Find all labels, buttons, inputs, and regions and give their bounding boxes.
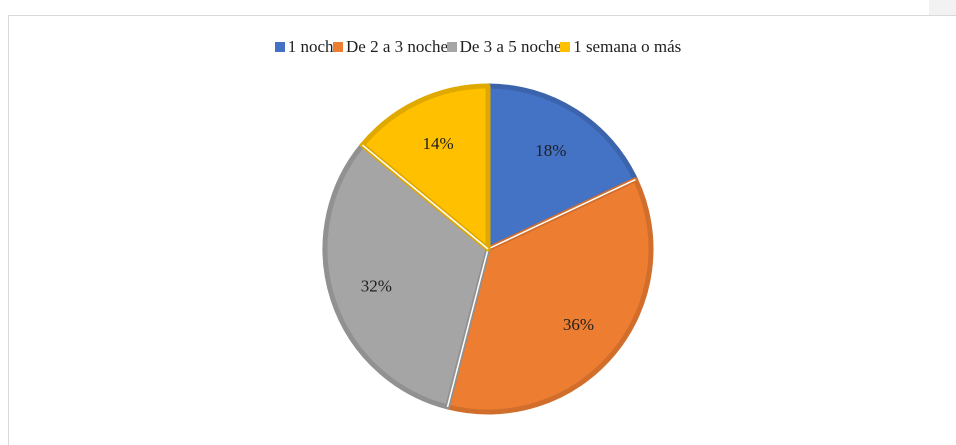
pie-separator-de-2-a-3-noches: [487, 178, 636, 250]
legend-item-1-semana-o-mas: 1 semana o más: [560, 37, 681, 57]
legend-item-de-2-a-3-noches: De 2 a 3 noches: [333, 37, 455, 57]
pie-separator-de-3-a-5-noches: [446, 248, 489, 408]
legend-item-de-3-a-5-noches: De 3 a 5 noches: [446, 37, 569, 57]
legend-item-1-noche: 1 noche: [274, 37, 342, 57]
pie-label-de-2-a-3-noches: 36%: [563, 315, 594, 334]
pie-label-1-semana-o-mas: 14%: [422, 134, 453, 153]
pie-slice-1-semana-o-mas: [359, 83, 491, 252]
legend-swatch-1-noche: [274, 42, 285, 52]
legend-swatch-1-semana-o-mas: [560, 42, 571, 52]
pie-slice-1-noche: [485, 83, 638, 252]
legend-label-1-noche: 1 noche: [287, 37, 342, 56]
legend-label-1-semana-o-mas: 1 semana o más: [573, 37, 682, 56]
pie-slice-de-3-a-5-noches: [322, 142, 491, 410]
corner-tab: [929, 0, 956, 15]
legend-swatch-de-3-a-5-noches: [446, 42, 457, 52]
legend-swatch-de-2-a-3-noches: [333, 42, 344, 52]
pie-chart: 18% 36% 32% 14%: [322, 83, 654, 415]
legend-label-de-2-a-3-noches: De 2 a 3 noches: [346, 37, 455, 56]
pie-label-1-noche: 18%: [535, 141, 566, 160]
pie-label-de-3-a-5-noches: 32%: [361, 276, 392, 295]
chart-legend: 1 noche De 2 a 3 noches De 3 a 5 noches …: [0, 37, 956, 57]
legend-label-de-3-a-5-noches: De 3 a 5 noches: [459, 37, 569, 56]
pie-slice-de-2-a-3-noches: [444, 177, 654, 415]
pie-separator-1-semana-o-mas: [361, 144, 489, 250]
